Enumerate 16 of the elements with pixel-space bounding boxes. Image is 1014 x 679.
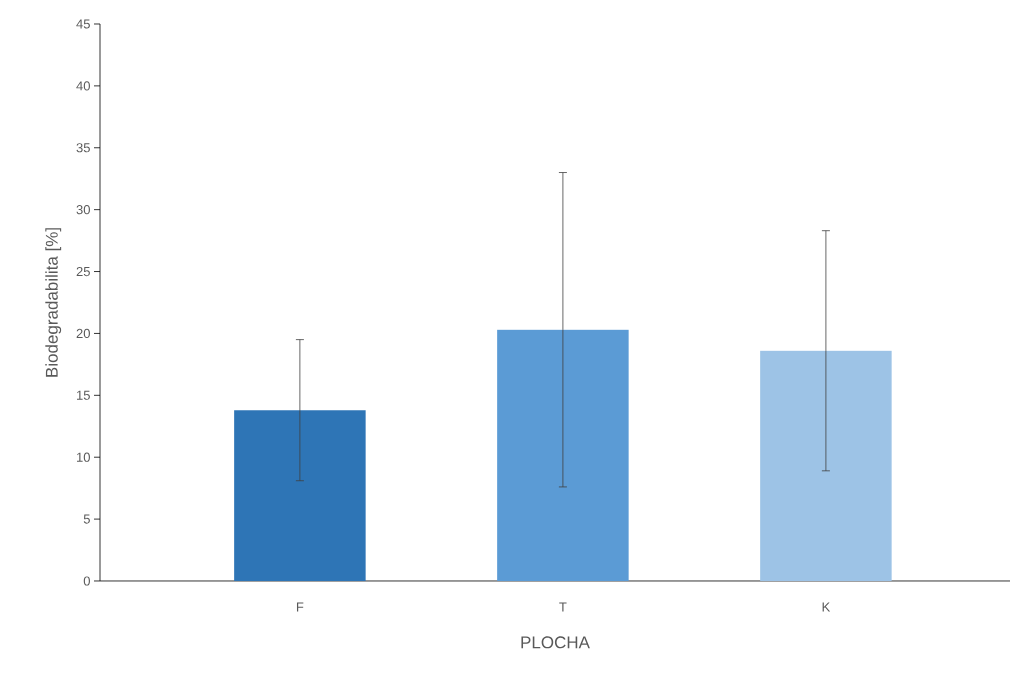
x-tick-label: F	[296, 602, 304, 612]
bar	[234, 410, 366, 581]
x-tick-label: T	[559, 602, 567, 612]
x-tick-label: K	[822, 602, 831, 612]
y-axis-title: Biodegradabilita [%]	[45, 228, 62, 377]
y-tick-label: 10	[77, 452, 90, 462]
y-tick-label: 0	[83, 576, 90, 586]
y-tick-label: 40	[76, 81, 90, 91]
y-tick-label: 30	[76, 205, 90, 215]
y-tick-label: 45	[76, 19, 90, 29]
y-tick-label: 20	[76, 328, 90, 339]
y-tick-label: 15	[77, 390, 90, 400]
y-tick-label: 35	[76, 143, 90, 153]
y-tick-label: 25	[76, 266, 90, 277]
y-tick-label: 5	[83, 514, 90, 524]
x-axis-title: PLOCHA	[521, 636, 590, 649]
